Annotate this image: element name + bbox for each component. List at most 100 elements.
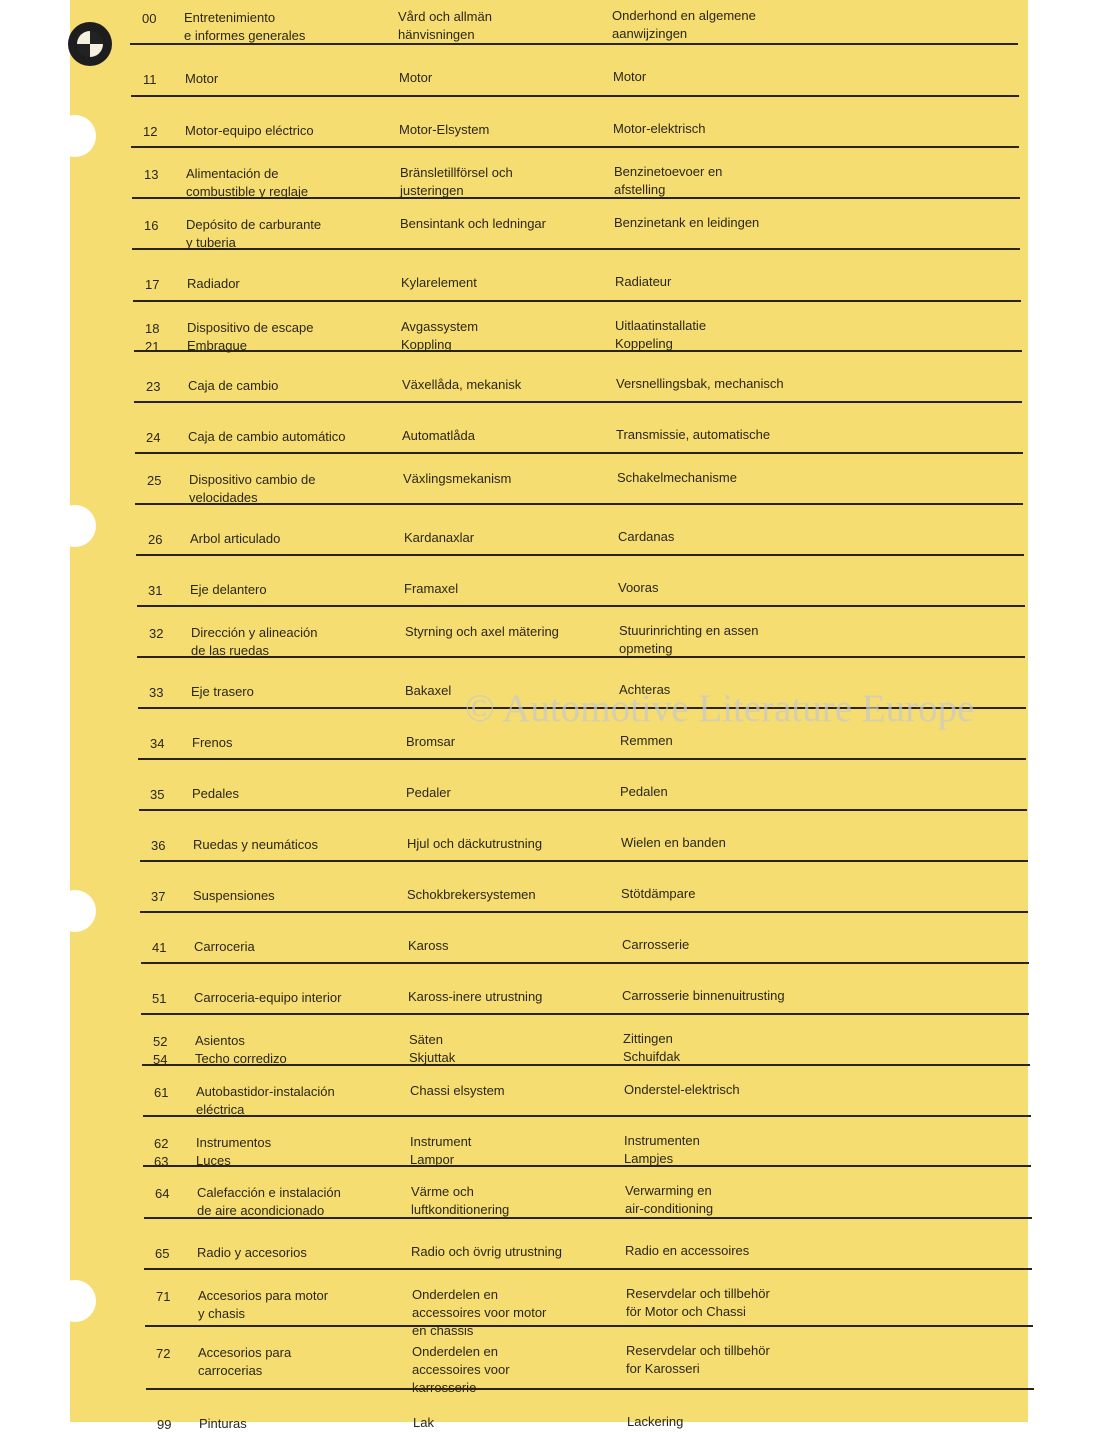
spanish-label: Dirección y alineación de las ruedas — [191, 625, 318, 658]
swedish-label: Schokbrekersystemen — [407, 887, 536, 902]
row-divider — [135, 503, 1023, 505]
bmw-logo-icon — [68, 22, 112, 66]
row-divider — [137, 656, 1025, 658]
spanish-label: Radio y accesorios — [197, 1245, 307, 1260]
spanish-label: Frenos — [192, 735, 233, 750]
swedish-label: Onderdelen en accessoires voor motor en … — [412, 1287, 547, 1338]
spanish-label: Caja de cambio automático — [188, 429, 346, 444]
spanish-label: Radiador — [187, 276, 240, 291]
dutch-label: Benzinetoevoer en afstelling — [614, 164, 723, 197]
dutch-label: Verwarming en air-conditioning — [625, 1183, 714, 1216]
spanish-label: Entretenimiento e informes generales — [184, 10, 306, 43]
row-divider — [131, 146, 1019, 148]
section-number: 32 — [149, 626, 164, 641]
row-divider — [143, 1165, 1031, 1167]
row-divider — [135, 452, 1023, 454]
dutch-label: Carrosserie binnenuitrusting — [622, 988, 785, 1003]
section-number: 41 — [152, 940, 167, 955]
row-divider — [138, 707, 1026, 709]
dutch-label: Uitlaatinstallatie Koppeling — [615, 318, 707, 351]
section-number: 00 — [142, 11, 157, 26]
section-number: 51 — [152, 991, 167, 1006]
section-number: 61 — [154, 1085, 169, 1100]
spanish-label: Eje delantero — [190, 582, 267, 597]
section-number: 65 — [155, 1246, 170, 1261]
swedish-label: Bromsar — [406, 734, 456, 749]
swedish-label: Växellåda, mekanisk — [402, 377, 522, 392]
swedish-label: Kaross — [408, 938, 449, 953]
dutch-label: Instrumenten Lampjes — [624, 1133, 700, 1166]
swedish-label: Styrning och axel mätering — [405, 624, 559, 639]
dutch-label: Cardanas — [618, 529, 675, 544]
row-divider — [141, 1013, 1029, 1015]
section-number: 37 — [151, 889, 166, 904]
swedish-label: Hjul och däckutrustning — [407, 836, 543, 851]
dutch-label: Onderstel-elektrisch — [624, 1082, 740, 1097]
spanish-label: Eje trasero — [191, 684, 254, 699]
row-divider — [132, 197, 1020, 199]
spanish-label: Motor-equipo eléctrico — [185, 123, 314, 138]
dutch-label: Lackering — [627, 1414, 684, 1429]
swedish-label: Radio och övrig utrustning — [411, 1244, 563, 1259]
section-number: 99 — [157, 1417, 172, 1432]
swedish-label: Växlingsmekanism — [403, 471, 512, 486]
swedish-label: Automatlåda — [402, 428, 475, 443]
section-number: 11 — [143, 72, 157, 87]
row-divider — [142, 1064, 1030, 1066]
swedish-label: Onderdelen en accessoires voor karrosser… — [412, 1344, 510, 1395]
spanish-label: Carroceria — [194, 939, 255, 954]
swedish-label: Avgassystem Koppling — [401, 319, 479, 352]
dutch-label: Stötdämpare — [621, 886, 696, 901]
dutch-label: Reservdelar och tillbehör for Karosseri — [626, 1343, 770, 1376]
section-number: 25 — [147, 473, 162, 488]
row-divider — [143, 1115, 1031, 1117]
swedish-label: Säten Skjuttak — [409, 1032, 456, 1065]
dutch-label: Achteras — [619, 682, 671, 697]
row-divider — [137, 605, 1025, 607]
row-divider — [145, 1325, 1033, 1327]
punch-hole — [54, 115, 96, 157]
spanish-label: Instrumentos Luces — [196, 1135, 272, 1168]
row-divider — [133, 300, 1021, 302]
swedish-label: Bränsletillförsel och justeringen — [400, 165, 513, 198]
swedish-label: Värme och luftkonditionering — [411, 1184, 510, 1217]
row-divider — [146, 1388, 1034, 1390]
punch-hole — [54, 890, 96, 932]
punch-hole — [54, 1280, 96, 1322]
spanish-label: Arbol articulado — [190, 531, 281, 546]
spanish-label: Alimentación de combustible y reglaje — [186, 166, 309, 199]
dutch-label: Radio en accessoires — [625, 1243, 750, 1258]
row-divider — [134, 350, 1022, 352]
swedish-label: Kaross-inere utrustning — [408, 989, 543, 1004]
row-divider — [130, 43, 1018, 45]
section-number: 72 — [156, 1346, 171, 1361]
spanish-label: Suspensiones — [193, 888, 275, 903]
dutch-label: Reservdelar och tillbehör för Motor och … — [626, 1286, 770, 1319]
section-number: 71 — [156, 1289, 171, 1304]
section-number: 31 — [148, 583, 163, 598]
row-divider — [140, 860, 1028, 862]
row-divider — [134, 401, 1022, 403]
index-page — [70, 0, 1028, 1422]
swedish-label: Motor-Elsystem — [399, 122, 490, 137]
swedish-label: Motor — [399, 70, 433, 85]
swedish-label: Kardanaxlar — [404, 530, 475, 545]
dutch-label: Motor-elektrisch — [613, 121, 706, 136]
spanish-label: Dispositivo de escape Embrague — [187, 320, 314, 353]
spanish-label: Accesorios para motor y chasis — [198, 1288, 329, 1321]
dutch-label: Stuurinrichting en assen opmeting — [619, 623, 759, 656]
row-divider — [144, 1217, 1032, 1219]
swedish-label: Pedaler — [406, 785, 451, 800]
spanish-label: Carroceria-equipo interior — [194, 990, 342, 1005]
watermark: © Automotive Literature Europe — [465, 687, 975, 730]
spanish-label: Depósito de carburante y tuberia — [186, 217, 322, 250]
row-divider — [139, 809, 1027, 811]
section-number: 17 — [145, 277, 160, 292]
swedish-label: Bakaxel — [405, 683, 452, 698]
swedish-label: Bensintank och ledningar — [400, 216, 546, 231]
spanish-label: Calefacción e instalación de aire acondi… — [197, 1185, 341, 1218]
spanish-label: Caja de cambio — [188, 378, 279, 393]
spanish-label: Pinturas — [199, 1416, 247, 1431]
swedish-label: Framaxel — [404, 581, 459, 596]
spanish-label: Dispositivo cambio de velocidades — [189, 472, 316, 505]
